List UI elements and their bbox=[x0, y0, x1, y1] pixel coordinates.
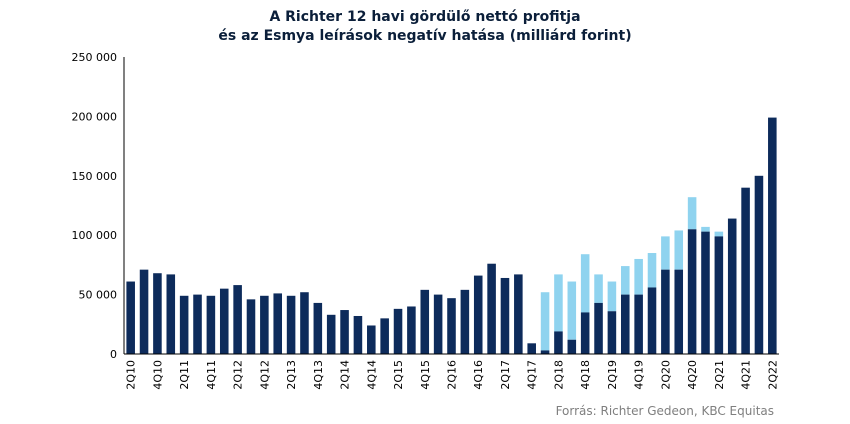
bar-net-profit bbox=[607, 311, 617, 354]
bar-net-profit bbox=[647, 287, 657, 354]
x-tick-label: 2Q22 bbox=[766, 360, 779, 390]
bar-esmya-impact bbox=[714, 231, 724, 237]
x-tick-label: 4Q18 bbox=[579, 360, 592, 390]
bar-esmya-impact bbox=[661, 236, 670, 270]
x-tick-label: 2Q10 bbox=[125, 360, 138, 390]
source-note: Forrás: Richter Gedeon, KBC Equitas bbox=[555, 404, 774, 418]
bar-esmya-impact bbox=[567, 281, 577, 340]
bar-net-profit bbox=[634, 294, 643, 354]
bar-esmya-impact bbox=[701, 226, 710, 232]
bar-net-profit bbox=[433, 294, 443, 354]
bar-net-profit bbox=[246, 299, 256, 354]
bar-net-profit bbox=[674, 269, 684, 354]
bar-net-profit bbox=[500, 277, 510, 354]
x-tick-label: 2Q19 bbox=[606, 360, 619, 390]
x-tick-label: 4Q12 bbox=[258, 360, 271, 390]
x-tick-label: 4Q10 bbox=[151, 360, 164, 390]
bar-net-profit bbox=[701, 231, 710, 354]
bar-esmya-impact bbox=[674, 230, 684, 270]
bar-net-profit bbox=[594, 302, 603, 354]
bar-net-profit bbox=[286, 295, 296, 354]
x-tick-label: 2Q21 bbox=[713, 360, 726, 390]
bar-net-profit bbox=[527, 343, 536, 354]
bar-net-profit bbox=[233, 285, 242, 354]
bar-net-profit bbox=[687, 229, 697, 354]
chart-title-line1: A Richter 12 havi gördülő nettó profitja bbox=[269, 9, 581, 25]
bar-net-profit bbox=[473, 275, 483, 354]
x-tick-label: 4Q20 bbox=[686, 360, 699, 390]
y-tick-label: 0 bbox=[110, 348, 117, 361]
bar-net-profit bbox=[367, 325, 376, 354]
bar-esmya-impact bbox=[687, 197, 697, 230]
bar-net-profit bbox=[580, 312, 590, 354]
bar-net-profit bbox=[353, 315, 363, 354]
y-tick-label: 50 000 bbox=[79, 289, 118, 302]
bar-net-profit bbox=[153, 273, 162, 354]
bar-net-profit bbox=[380, 318, 389, 354]
x-tick-label: 2Q13 bbox=[285, 360, 298, 390]
bar-net-profit bbox=[540, 350, 550, 354]
x-tick-label: 2Q12 bbox=[232, 360, 245, 390]
bar-net-profit bbox=[447, 298, 456, 354]
bar-esmya-impact bbox=[647, 253, 657, 288]
bar-net-profit bbox=[393, 308, 403, 354]
y-tick-label: 100 000 bbox=[72, 229, 118, 242]
x-tick-label: 2Q16 bbox=[446, 360, 459, 390]
x-tick-label: 4Q11 bbox=[205, 360, 218, 390]
bar-net-profit bbox=[768, 117, 777, 354]
bar-net-profit bbox=[139, 269, 149, 354]
bar-net-profit bbox=[727, 218, 737, 354]
bar-net-profit bbox=[460, 289, 470, 354]
x-tick-label: 2Q17 bbox=[499, 360, 512, 390]
bar-net-profit bbox=[273, 293, 283, 354]
bar-net-profit bbox=[620, 294, 630, 354]
bar-net-profit bbox=[193, 294, 202, 354]
chart-title: A Richter 12 havi gördülő nettó profitja… bbox=[0, 8, 850, 46]
x-tick-label: 2Q14 bbox=[339, 360, 352, 390]
bar-net-profit bbox=[179, 295, 189, 354]
bar-net-profit bbox=[567, 339, 577, 354]
bar-net-profit bbox=[741, 187, 750, 354]
bar-net-profit bbox=[126, 281, 135, 354]
bar-net-profit bbox=[326, 314, 336, 354]
bar-net-profit bbox=[754, 175, 764, 354]
chart-title-line2: és az Esmya leírások negatív hatása (mil… bbox=[218, 28, 632, 44]
bar-net-profit bbox=[554, 331, 563, 354]
x-tick-label: 4Q14 bbox=[365, 360, 378, 390]
bar-esmya-impact bbox=[580, 254, 590, 313]
x-tick-label: 4Q15 bbox=[419, 360, 432, 390]
x-tick-label: 4Q19 bbox=[633, 360, 646, 390]
bar-net-profit bbox=[300, 292, 309, 354]
bar-esmya-impact bbox=[554, 274, 563, 332]
bar-net-profit bbox=[714, 236, 724, 354]
bar-esmya-impact bbox=[607, 281, 617, 312]
x-tick-label: 4Q17 bbox=[526, 360, 539, 390]
x-tick-label: 2Q18 bbox=[552, 360, 565, 390]
y-tick-label: 150 000 bbox=[72, 170, 118, 183]
bar-esmya-impact bbox=[594, 274, 603, 303]
x-tick-label: 2Q15 bbox=[392, 360, 405, 390]
bar-net-profit bbox=[661, 269, 670, 354]
bar-esmya-impact bbox=[620, 266, 630, 295]
bar-net-profit bbox=[487, 263, 496, 354]
bar-net-profit bbox=[260, 295, 269, 354]
x-tick-label: 2Q11 bbox=[178, 360, 191, 390]
x-tick-label: 4Q16 bbox=[472, 360, 485, 390]
x-tick-label: 4Q13 bbox=[312, 360, 325, 390]
bar-net-profit bbox=[313, 302, 323, 354]
bar-net-profit bbox=[206, 295, 216, 354]
bar-esmya-impact bbox=[634, 258, 643, 295]
y-tick-label: 250 000 bbox=[72, 51, 118, 64]
x-tick-label: 2Q20 bbox=[659, 360, 672, 390]
bar-net-profit bbox=[514, 274, 523, 354]
bar-net-profit bbox=[340, 310, 349, 354]
bar-net-profit bbox=[219, 288, 229, 354]
x-tick-label: 4Q21 bbox=[740, 360, 753, 390]
bar-net-profit bbox=[407, 306, 416, 354]
bar-net-profit bbox=[166, 274, 176, 354]
y-tick-label: 200 000 bbox=[72, 110, 118, 123]
bar-net-profit bbox=[420, 289, 430, 354]
bar-esmya-impact bbox=[540, 292, 550, 351]
